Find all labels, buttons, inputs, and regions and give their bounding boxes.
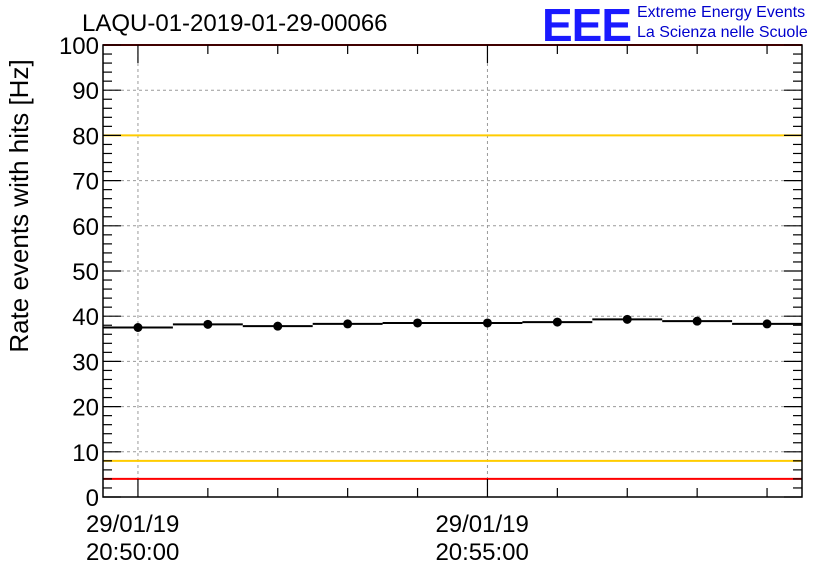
reference-lines-layer xyxy=(103,44,802,480)
y-tick-label: 0 xyxy=(86,485,99,512)
y-tick-label: 90 xyxy=(72,78,99,105)
y-tick-label: 10 xyxy=(72,440,99,467)
grid-layer xyxy=(103,45,802,497)
y-tick-label: 60 xyxy=(72,214,99,241)
y-tick-label: 40 xyxy=(72,304,99,331)
data-point xyxy=(273,321,283,331)
data-point xyxy=(692,316,702,326)
data-point xyxy=(343,319,353,329)
data-point xyxy=(203,319,213,329)
eee-logo-line1: Extreme Energy Events xyxy=(637,4,806,21)
x-tick-label-time: 20:50:00 xyxy=(86,539,179,566)
data-point xyxy=(622,314,632,324)
y-axis-label: Rate events with hits [Hz] xyxy=(4,59,34,352)
x-tick-label-date: 29/01/19 xyxy=(86,511,179,538)
y-tick-label: 80 xyxy=(72,123,99,150)
eee-logo-line2: La Scienza nelle Scuole xyxy=(637,24,808,41)
axis-layer: 010203040506070809010029/01/1920:50:0029… xyxy=(59,33,803,566)
y-tick-label: 20 xyxy=(72,395,99,422)
data-layer xyxy=(103,314,802,332)
eee-logo-letters: EEE xyxy=(542,0,632,51)
x-tick-label-date: 29/01/19 xyxy=(435,511,528,538)
data-point xyxy=(413,318,423,328)
chart-title: LAQU-01-2019-01-29-00066 xyxy=(82,10,388,37)
y-tick-label: 50 xyxy=(72,259,99,286)
data-point xyxy=(482,318,492,328)
y-tick-label: 100 xyxy=(59,33,99,60)
y-tick-label: 30 xyxy=(72,349,99,376)
data-point xyxy=(552,317,562,327)
data-point xyxy=(762,319,772,329)
data-point xyxy=(133,323,143,332)
y-tick-label: 70 xyxy=(72,169,99,196)
x-tick-label-time: 20:55:00 xyxy=(435,539,528,566)
